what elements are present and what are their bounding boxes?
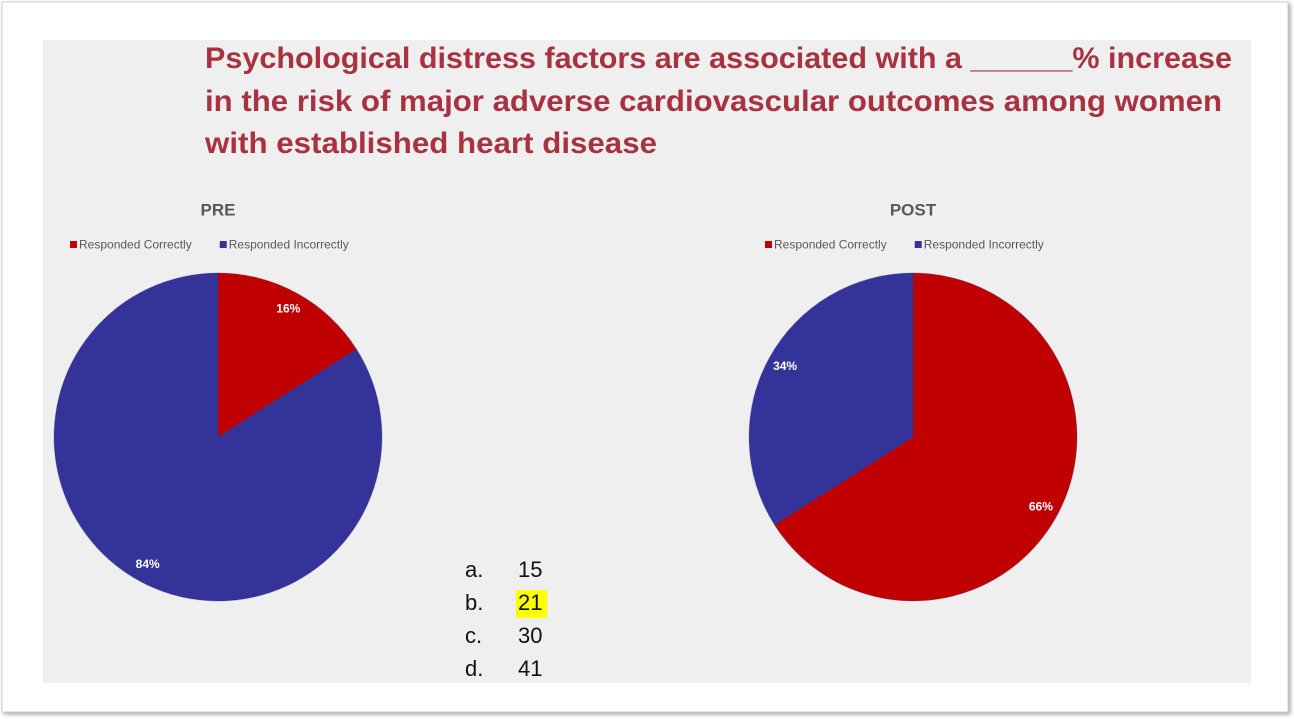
option-letter: b. [465,590,483,615]
legend-swatch [219,241,227,248]
chart-title: POST [890,200,937,219]
option-letter: d. [465,656,483,681]
legend-label: Responded Correctly [79,238,192,252]
option-value: 21 [518,590,542,615]
legend-label: Responded Incorrectly [924,238,1044,252]
pie-slice [217,272,358,438]
data-label: 66% [1029,499,1053,513]
title-line: in the risk of major adverse cardiovascu… [205,85,1222,118]
pie-slice [748,272,914,526]
title: Psychological distress factors are assoc… [204,42,1232,160]
data-label: 34% [773,359,797,373]
legend-swatch [765,241,772,248]
title-line: with established heart disease [204,127,657,160]
legend-swatch [70,241,77,248]
option-value: 15 [518,557,542,582]
pie-slice [773,272,1078,602]
option-value: 41 [518,656,542,681]
chart-title: PRE [201,200,236,219]
data-label: 84% [136,557,160,571]
option-value: 30 [518,623,542,648]
pie-slice [53,272,383,602]
option-letter: c. [465,623,482,648]
data-label: 16% [276,301,300,315]
option-letter: a. [465,557,483,582]
legend-label: Responded Incorrectly [229,238,349,252]
legend-swatch [914,241,922,248]
title-line: Psychological distress factors are assoc… [205,42,1232,75]
answer-highlight [516,590,547,618]
legend-label: Responded Correctly [774,238,887,252]
